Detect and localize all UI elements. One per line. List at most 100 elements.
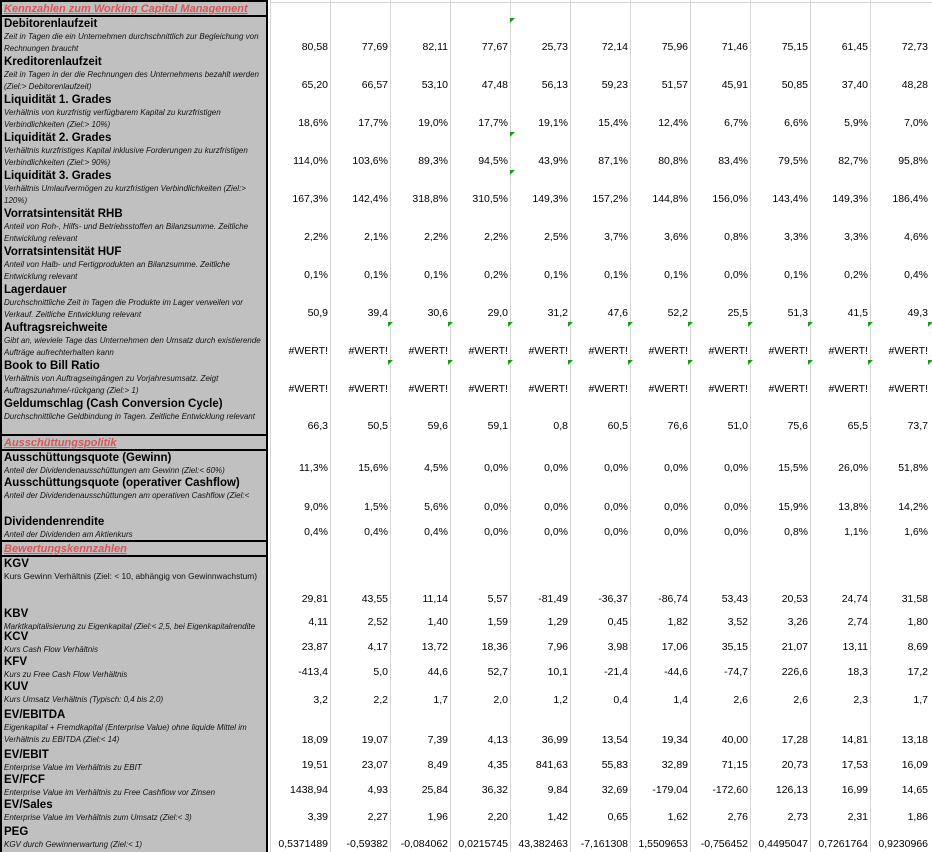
value-cell[interactable]: 18,3 bbox=[847, 666, 868, 678]
metric-label-cell[interactable]: Vorratsintensität RHB Anteil von Roh-, Hi… bbox=[4, 207, 266, 245]
comment-indicator-icon[interactable] bbox=[568, 322, 573, 327]
value-cell[interactable]: 3,7% bbox=[604, 231, 628, 243]
value-cell[interactable]: 73,7 bbox=[907, 420, 928, 432]
comment-indicator-icon[interactable] bbox=[868, 322, 873, 327]
value-cell[interactable]: 157,2% bbox=[592, 193, 628, 205]
value-cell[interactable]: 43,9% bbox=[538, 155, 568, 167]
value-cell[interactable]: 13,54 bbox=[601, 734, 628, 746]
metric-label-cell[interactable]: KUV Kurs Umsatz Verhältnis (Typisch: 0,4 … bbox=[4, 680, 266, 708]
metric-label-cell[interactable]: Liquidität 1. Grades Verhältnis von kurzf… bbox=[4, 93, 266, 131]
value-cell[interactable]: 66,3 bbox=[307, 420, 328, 432]
value-cell[interactable]: 53,10 bbox=[421, 79, 448, 91]
comment-indicator-icon[interactable] bbox=[510, 18, 515, 23]
value-cell[interactable]: 1,2 bbox=[553, 694, 568, 706]
metric-label-cell[interactable]: Geldumschlag (Cash Conversion Cycle) Durc… bbox=[4, 397, 266, 434]
value-cell[interactable]: #WERT! bbox=[648, 345, 688, 357]
metric-label-cell[interactable]: Liquidität 3. Grades Verhältnis Umlaufver… bbox=[4, 169, 266, 207]
value-cell[interactable]: 2,3 bbox=[853, 694, 868, 706]
value-cell[interactable]: 2,76 bbox=[727, 811, 748, 823]
value-cell[interactable]: 60,5 bbox=[607, 420, 628, 432]
value-cell[interactable]: 144,8% bbox=[652, 193, 688, 205]
value-cell[interactable]: 1438,94 bbox=[290, 784, 328, 796]
value-cell[interactable]: #WERT! bbox=[648, 383, 688, 395]
value-cell[interactable]: 43,382463 bbox=[518, 838, 568, 850]
value-cell[interactable]: 0,0% bbox=[484, 526, 508, 538]
value-cell[interactable]: 0,0% bbox=[724, 462, 748, 474]
value-cell[interactable]: 0,0% bbox=[544, 526, 568, 538]
value-cell[interactable]: 0,1% bbox=[424, 269, 448, 281]
value-cell[interactable]: -86,74 bbox=[658, 593, 688, 605]
metric-label-cell[interactable]: Book to Bill Ratio Verhältnis von Auftrag… bbox=[4, 359, 266, 397]
value-cell[interactable]: 75,15 bbox=[781, 41, 808, 53]
comment-indicator-icon[interactable] bbox=[510, 132, 515, 137]
value-cell[interactable]: 0,1% bbox=[304, 269, 328, 281]
value-cell[interactable]: 4,35 bbox=[487, 759, 508, 771]
value-cell[interactable]: 5,6% bbox=[424, 501, 448, 513]
value-cell[interactable]: 44,6 bbox=[427, 666, 448, 678]
value-cell[interactable]: 2,0 bbox=[493, 694, 508, 706]
value-cell[interactable]: 1,42 bbox=[547, 811, 568, 823]
comment-indicator-icon[interactable] bbox=[688, 322, 693, 327]
value-cell[interactable]: 23,07 bbox=[361, 759, 388, 771]
value-cell[interactable]: 0,4 bbox=[613, 694, 628, 706]
value-cell[interactable]: 6,6% bbox=[784, 117, 808, 129]
value-cell[interactable]: 66,57 bbox=[361, 79, 388, 91]
value-cell[interactable]: #WERT! bbox=[528, 345, 568, 357]
value-cell[interactable]: 4,13 bbox=[487, 734, 508, 746]
value-cell[interactable]: 156,0% bbox=[712, 193, 748, 205]
value-cell[interactable]: 18,6% bbox=[298, 117, 328, 129]
value-cell[interactable]: 6,7% bbox=[724, 117, 748, 129]
value-cell[interactable]: 49,3 bbox=[907, 307, 928, 319]
comment-indicator-icon[interactable] bbox=[928, 322, 932, 327]
value-cell[interactable]: 25,84 bbox=[421, 784, 448, 796]
value-cell[interactable]: 5,9% bbox=[844, 117, 868, 129]
value-cell[interactable]: 1,80 bbox=[907, 616, 928, 628]
value-cell[interactable]: -179,04 bbox=[652, 784, 688, 796]
value-cell[interactable]: 0,2% bbox=[844, 269, 868, 281]
metric-label-cell[interactable]: KGV Kurs Gewinn Verhältnis (Ziel: < 10, a… bbox=[4, 557, 266, 607]
value-cell[interactable]: 0,0% bbox=[484, 501, 508, 513]
value-cell[interactable]: 7,0% bbox=[904, 117, 928, 129]
value-cell[interactable]: 0,0% bbox=[664, 462, 688, 474]
section-header-aus[interactable]: Ausschüttungspolitik bbox=[0, 434, 268, 451]
value-cell[interactable]: 30,6 bbox=[427, 307, 448, 319]
value-cell[interactable]: 55,83 bbox=[601, 759, 628, 771]
value-cell[interactable]: 80,58 bbox=[301, 41, 328, 53]
value-cell[interactable]: 77,69 bbox=[361, 41, 388, 53]
value-cell[interactable]: 52,7 bbox=[487, 666, 508, 678]
value-cell[interactable]: 7,39 bbox=[427, 734, 448, 746]
value-cell[interactable]: 841,63 bbox=[535, 759, 568, 771]
value-cell[interactable]: -172,60 bbox=[712, 784, 748, 796]
value-cell[interactable]: 3,98 bbox=[607, 641, 628, 653]
value-cell[interactable]: #WERT! bbox=[468, 345, 508, 357]
value-cell[interactable]: #WERT! bbox=[408, 345, 448, 357]
value-cell[interactable]: 51,0 bbox=[727, 420, 748, 432]
value-cell[interactable]: 3,3% bbox=[844, 231, 868, 243]
value-cell[interactable]: 65,20 bbox=[301, 79, 328, 91]
value-cell[interactable]: 2,73 bbox=[787, 811, 808, 823]
value-cell[interactable]: 3,52 bbox=[727, 616, 748, 628]
value-cell[interactable]: 3,6% bbox=[664, 231, 688, 243]
value-cell[interactable]: 72,73 bbox=[901, 41, 928, 53]
value-cell[interactable]: 186,4% bbox=[892, 193, 928, 205]
value-cell[interactable]: 4,93 bbox=[367, 784, 388, 796]
value-cell[interactable]: 1,40 bbox=[427, 616, 448, 628]
value-cell[interactable]: 36,32 bbox=[481, 784, 508, 796]
value-cell[interactable]: 2,31 bbox=[847, 811, 868, 823]
value-cell[interactable]: 17,06 bbox=[661, 641, 688, 653]
value-cell[interactable]: 19,07 bbox=[361, 734, 388, 746]
value-cell[interactable]: -413,4 bbox=[298, 666, 328, 678]
value-cell[interactable]: 2,74 bbox=[847, 616, 868, 628]
value-cell[interactable]: 50,9 bbox=[307, 307, 328, 319]
value-cell[interactable]: 7,96 bbox=[547, 641, 568, 653]
value-cell[interactable]: 0,0% bbox=[664, 526, 688, 538]
value-cell[interactable]: 4,11 bbox=[308, 616, 328, 628]
value-cell[interactable]: #WERT! bbox=[528, 383, 568, 395]
value-cell[interactable]: 318,8% bbox=[412, 193, 448, 205]
value-cell[interactable]: 59,1 bbox=[487, 420, 508, 432]
value-cell[interactable]: 1,4 bbox=[673, 694, 688, 706]
value-cell[interactable]: -0,756452 bbox=[700, 838, 748, 850]
value-cell[interactable]: -7,161308 bbox=[580, 838, 628, 850]
value-cell[interactable]: 17,28 bbox=[781, 734, 808, 746]
metric-label-cell[interactable]: Auftragsreichweite Gibt an, wieviele Tage… bbox=[4, 321, 266, 359]
